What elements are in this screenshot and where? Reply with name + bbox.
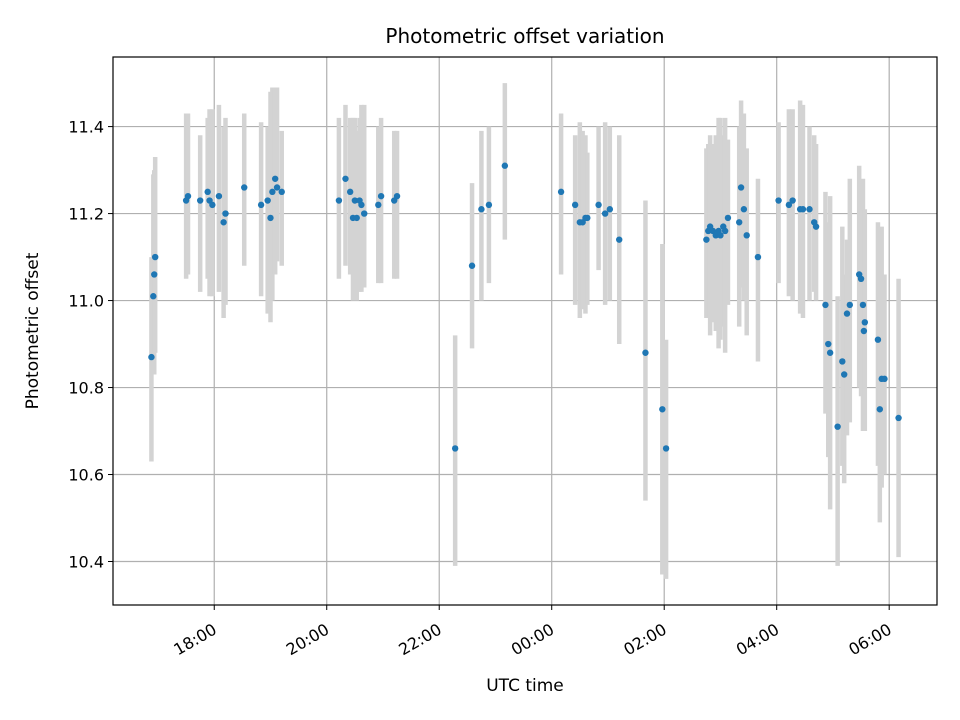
data-point: [606, 206, 614, 213]
y-tick-label: 10.4: [68, 553, 104, 572]
data-point: [859, 301, 867, 309]
data-point: [557, 188, 565, 196]
data-point: [148, 353, 155, 361]
data-point: [724, 214, 732, 222]
data-point: [584, 214, 591, 222]
data-point: [150, 293, 157, 300]
data-point: [278, 188, 285, 196]
data-point: [377, 192, 385, 200]
data-point: [571, 201, 579, 209]
data-point: [737, 184, 745, 191]
data-point: [822, 301, 829, 309]
data-point: [775, 197, 782, 204]
y-tick-label: 10.6: [68, 466, 104, 485]
data-point: [601, 210, 609, 217]
data-point: [335, 197, 343, 204]
data-point: [358, 201, 365, 209]
y-tick-label: 11.0: [68, 292, 104, 311]
data-point: [895, 414, 902, 422]
data-point: [595, 201, 602, 209]
y-axis-title: Photometric offset: [23, 252, 43, 409]
data-point: [861, 319, 869, 326]
data-point: [264, 197, 271, 204]
plot-frame: [112, 56, 938, 606]
data-point: [881, 375, 888, 383]
data-point: [812, 223, 820, 230]
x-axis-title: UTC time: [486, 676, 564, 696]
data-point: [204, 188, 211, 196]
data-point: [375, 201, 382, 209]
data-point: [353, 214, 360, 222]
data-point: [736, 219, 743, 226]
data-point: [451, 445, 459, 452]
data-point: [799, 206, 807, 213]
data-point: [222, 210, 229, 217]
data-point: [740, 206, 748, 213]
data-point: [184, 192, 192, 200]
data-point: [825, 340, 832, 348]
data-point: [273, 184, 281, 191]
data-point: [843, 310, 851, 317]
data-point: [151, 271, 158, 278]
data-point: [743, 232, 750, 239]
data-point: [785, 201, 793, 209]
data-point: [703, 236, 710, 243]
data-point: [220, 219, 227, 226]
data-point: [789, 197, 796, 204]
data-point: [241, 184, 248, 191]
data-point: [642, 349, 649, 356]
data-point: [485, 201, 493, 209]
data-point: [717, 232, 724, 239]
data-point: [616, 236, 623, 243]
data-point: [876, 406, 884, 413]
data-point: [754, 253, 762, 261]
y-tick-label: 10.8: [68, 379, 104, 398]
data-point: [342, 175, 349, 182]
data-point: [271, 175, 279, 182]
data-point: [209, 201, 216, 209]
chart-title: Photometric offset variation: [385, 24, 664, 48]
data-point: [662, 445, 670, 452]
data-point: [874, 336, 882, 343]
data-point: [478, 206, 485, 213]
data-point: [860, 327, 868, 335]
data-point: [269, 188, 276, 196]
data-point: [468, 262, 476, 269]
y-axis-ticks: 10.4 10.6 10.8 11.0 11.2 11.4: [68, 118, 113, 572]
data-point: [826, 349, 834, 356]
data-point: [151, 253, 159, 261]
data-point: [346, 188, 354, 196]
data-point: [215, 192, 223, 200]
y-tick-label: 11.2: [68, 205, 104, 224]
data-points: [148, 162, 902, 452]
data-point: [857, 275, 865, 283]
data-point: [659, 406, 666, 413]
data-point: [834, 423, 841, 430]
data-point: [806, 206, 813, 213]
data-point: [351, 197, 359, 204]
data-point: [846, 301, 854, 309]
data-point: [257, 201, 265, 209]
y-tick-label: 11.4: [68, 118, 104, 137]
data-point: [721, 227, 729, 235]
data-point: [267, 214, 274, 222]
data-point: [839, 358, 846, 365]
data-point: [501, 162, 509, 169]
data-point: [361, 210, 368, 217]
data-point: [393, 192, 401, 200]
data-point: [840, 371, 848, 378]
data-point: [196, 197, 204, 204]
